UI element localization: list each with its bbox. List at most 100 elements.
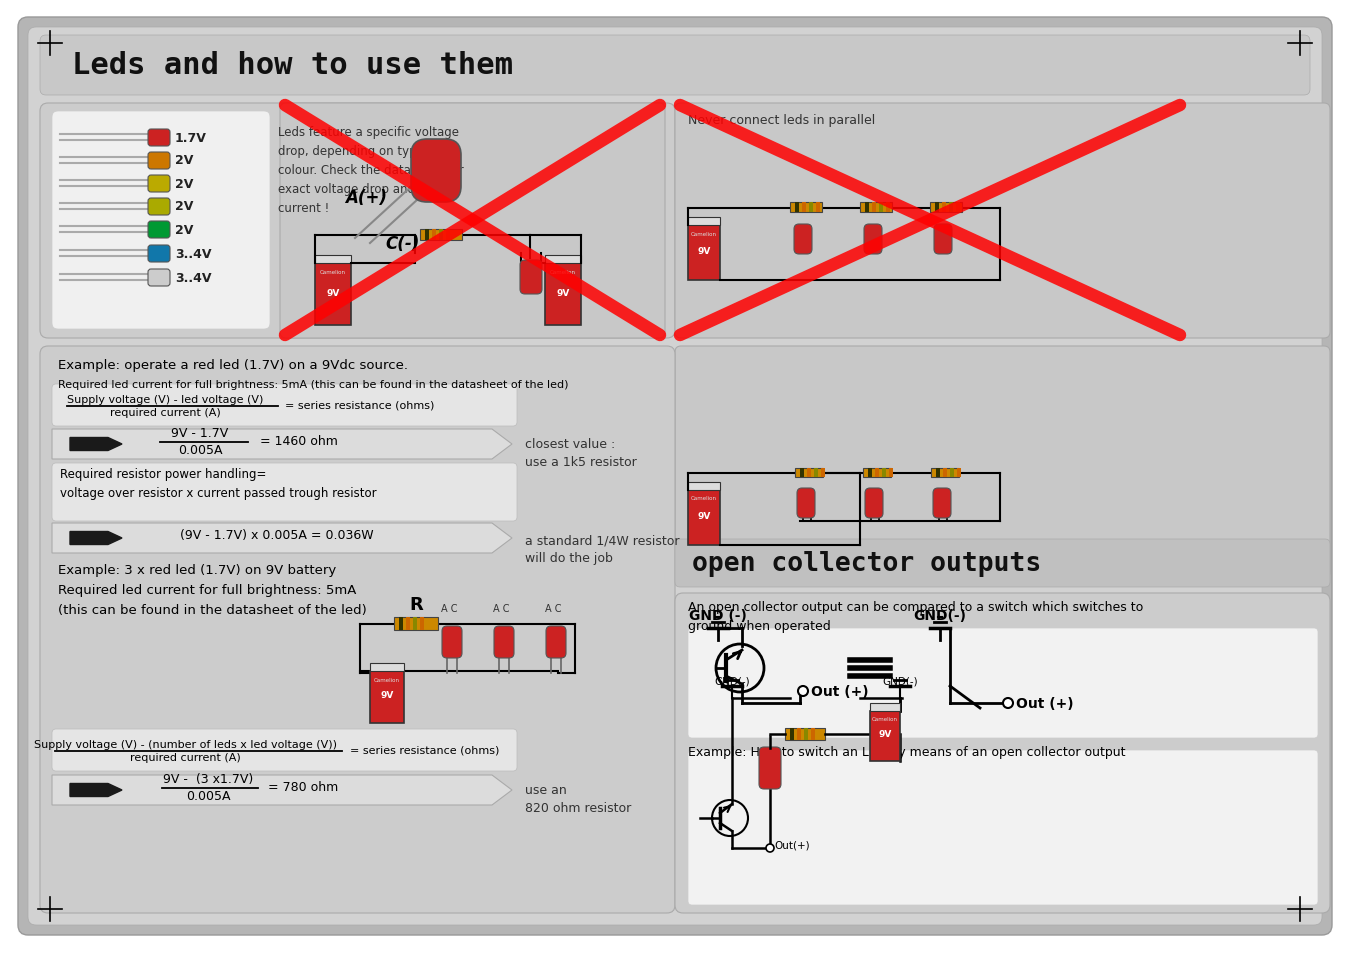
Bar [400,618,404,630]
Polygon shape [53,430,512,459]
Text: 3..4V: 3..4V [176,247,212,260]
FancyBboxPatch shape [18,18,1332,935]
Text: current !: current ! [278,202,329,214]
Text: 9V - 1.7V: 9V - 1.7V [171,427,228,439]
Text: A C: A C [545,603,562,614]
Bar [690,228,718,278]
FancyBboxPatch shape [494,626,514,659]
Text: 0.005A: 0.005A [178,443,223,456]
Text: A C: A C [440,603,458,614]
Bar [944,469,946,477]
Text: A C: A C [493,603,509,614]
Text: Example: How to switch an LED by means of an open collector output: Example: How to switch an LED by means o… [688,745,1126,759]
Bar [942,203,946,213]
Text: GND(-): GND(-) [714,677,749,686]
Bar [801,469,805,477]
Bar [949,203,953,213]
Text: Out(+): Out(+) [774,841,810,850]
Text: C(-): C(-) [385,234,420,253]
Bar [796,728,801,740]
Bar [446,230,450,241]
Text: 2V: 2V [176,200,193,213]
FancyBboxPatch shape [675,347,1330,578]
FancyBboxPatch shape [934,225,952,254]
Bar [370,671,404,723]
FancyBboxPatch shape [688,750,1318,905]
Bar [790,203,822,213]
FancyArrow shape [70,438,122,451]
Bar [872,203,876,213]
Circle shape [765,844,774,852]
FancyBboxPatch shape [53,729,517,771]
FancyBboxPatch shape [148,199,170,215]
Bar [936,469,940,477]
Bar [930,203,963,213]
Text: Example: 3 x red led (1.7V) on 9V battery: Example: 3 x red led (1.7V) on 9V batter… [58,563,336,577]
Text: = 1460 ohm: = 1460 ohm [261,435,338,448]
Circle shape [798,686,809,697]
Bar [317,266,350,324]
Text: GND(-): GND(-) [882,677,918,686]
Bar [879,203,883,213]
Bar [394,618,437,630]
Bar [886,203,890,213]
FancyBboxPatch shape [675,539,1330,587]
Bar [688,482,720,491]
FancyBboxPatch shape [148,152,170,170]
FancyBboxPatch shape [28,28,1322,925]
Text: 9V: 9V [698,247,710,255]
Bar [406,618,410,630]
FancyBboxPatch shape [53,463,517,521]
Text: Supply voltage (V) - (number of leds x led voltage (V)): Supply voltage (V) - (number of leds x l… [34,740,336,749]
FancyBboxPatch shape [796,489,815,518]
Text: Required led current for full brightness: 5mA: Required led current for full brightness… [58,583,356,597]
Text: A(+): A(+) [346,189,387,207]
Bar [863,469,891,477]
Text: GND(-): GND(-) [914,608,967,622]
Bar [420,230,462,241]
Bar [802,203,806,213]
Text: use a 1k5 resistor: use a 1k5 resistor [525,456,637,469]
Bar [936,203,940,213]
Circle shape [1003,699,1012,708]
Text: Required led current for full brightness: 5mA (this can be found in the datashee: Required led current for full brightness… [58,379,568,390]
Bar [545,264,580,326]
Text: Camelion: Camelion [320,269,346,274]
FancyBboxPatch shape [148,246,170,263]
Bar [420,618,424,630]
FancyBboxPatch shape [794,225,811,254]
FancyArrow shape [70,783,122,797]
FancyBboxPatch shape [148,222,170,239]
Text: 9V: 9V [879,730,892,739]
Bar [950,469,954,477]
Bar [890,469,892,477]
FancyBboxPatch shape [148,175,170,193]
FancyBboxPatch shape [759,747,782,789]
Text: An open collector output can be compared to a switch which switches to: An open collector output can be compared… [688,600,1143,614]
Bar [432,230,436,241]
Bar [882,469,886,477]
Text: voltage over resistor x current passed trough resistor: voltage over resistor x current passed t… [59,486,377,499]
FancyBboxPatch shape [53,112,270,330]
Text: exact voltage drop and rated: exact voltage drop and rated [278,183,451,195]
Bar [425,230,429,241]
Text: colour. Check the datasheet for: colour. Check the datasheet for [278,164,464,177]
Bar [547,266,579,324]
Bar [815,203,819,213]
FancyBboxPatch shape [688,628,1318,739]
Bar [956,203,960,213]
Bar [869,703,900,711]
Text: use an: use an [525,783,567,796]
FancyBboxPatch shape [40,347,675,913]
Text: 1.7V: 1.7V [176,132,207,144]
FancyBboxPatch shape [40,104,675,338]
Bar [795,203,799,213]
Text: Camelion: Camelion [691,496,717,501]
Bar [931,469,958,477]
Bar [688,218,720,226]
Polygon shape [53,523,512,554]
FancyBboxPatch shape [545,626,566,659]
Text: 9V: 9V [698,512,710,520]
Text: GND (-): GND (-) [688,608,747,622]
Bar [875,469,879,477]
